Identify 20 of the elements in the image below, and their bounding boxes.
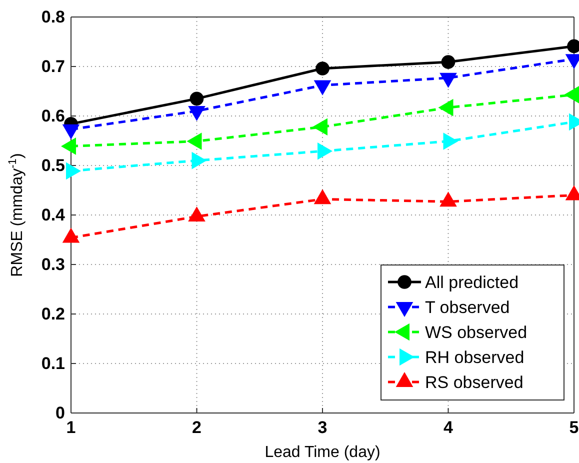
y-tick-label: 0.6 (41, 106, 65, 126)
y-tick-label: 0.7 (41, 56, 65, 76)
y-tick-label: 0.3 (41, 254, 65, 274)
legend-label: T observed (425, 298, 510, 317)
legend-label: RH observed (425, 348, 524, 367)
y-tick-label: 0.2 (41, 304, 65, 324)
legend-label: WS observed (425, 323, 528, 342)
x-tick-label: 1 (66, 418, 76, 438)
y-tick-label: 0.1 (41, 354, 65, 373)
x-tick-label: 4 (444, 418, 454, 438)
x-tick-label: 3 (318, 418, 328, 438)
x-tick-label: 5 (569, 418, 579, 438)
legend-label: RS observed (425, 373, 524, 392)
y-tick-label: 0.8 (41, 7, 65, 26)
y-tick-label: 0.4 (41, 205, 66, 224)
y-tick-label: 0 (56, 403, 65, 422)
x-tick-label: 2 (192, 418, 202, 438)
legend-label: All predicted (425, 273, 519, 292)
y-tick-label: 0.5 (41, 156, 65, 175)
x-axis-title: Lead Time (day) (264, 444, 380, 461)
